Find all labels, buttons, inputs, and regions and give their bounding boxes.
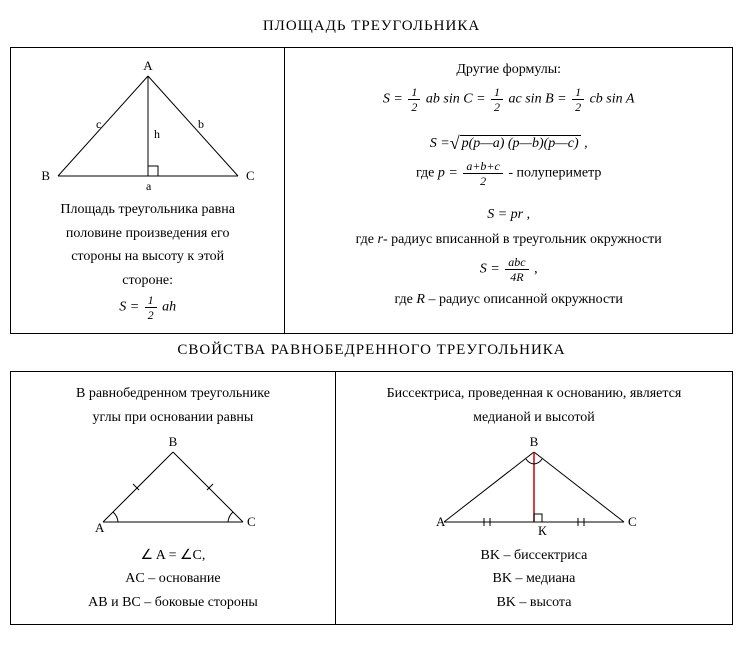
ac-base: AC – основание (21, 569, 325, 589)
svg-text:B: B (169, 434, 178, 449)
formula-sine: S = 12 ab sin C = 12 ac sin B = 12 cb si… (295, 86, 722, 113)
formula-s-ah: S = 12 ah (21, 294, 274, 321)
section1-table: A B C c b h a Площадь треугольника равна… (10, 47, 733, 334)
svg-text:A: A (436, 514, 446, 529)
svg-text:h: h (154, 127, 160, 141)
area-desc-4: стороне: (21, 271, 274, 291)
isosceles-diagram: B A C (73, 432, 273, 542)
area-desc-1: Площадь треугольника равна (21, 200, 274, 220)
formula-circumscribed: S = abc4R , (295, 256, 722, 283)
svg-text:A: A (95, 520, 105, 535)
svg-text:c: c (96, 117, 101, 131)
svg-text:a: a (146, 179, 152, 193)
svg-text:C: C (247, 514, 256, 529)
section2-right-cell: Биссектриса, проведенная к основанию, яв… (335, 372, 732, 625)
bk-bisector: BK – биссектриса (346, 546, 722, 566)
svg-text:C: C (246, 168, 255, 183)
svg-text:A: A (143, 58, 153, 73)
svg-text:B: B (41, 168, 50, 183)
bisector-desc-2: медианой и высотой (346, 408, 722, 428)
bk-height: BK – высота (346, 593, 722, 613)
other-formulas-title: Другие формулы: (295, 60, 722, 80)
area-desc-2: половине произведения его (21, 224, 274, 244)
section2-table: В равнобедренном треугольнике углы при о… (10, 371, 733, 625)
formula-semiperimeter: где p = a+b+c2 - полупериметр (295, 160, 722, 187)
section1-right-cell: Другие формулы: S = 12 ab sin C = 12 ac … (285, 48, 733, 334)
formula-inscribed: S = pr , (295, 207, 722, 223)
bisector-diagram: B A C К (414, 432, 654, 542)
section2-left-cell: В равнобедренном треугольнике углы при о… (11, 372, 336, 625)
bisector-desc-1: Биссектриса, проведенная к основанию, яв… (346, 384, 722, 404)
svg-text:b: b (198, 117, 204, 131)
iso-desc-1: В равнобедренном треугольнике (21, 384, 325, 404)
ab-bc-sides: AB и BC – боковые стороны (21, 593, 325, 613)
svg-text:B: B (530, 434, 539, 449)
bk-median: BK – медиана (346, 569, 722, 589)
svg-text:C: C (628, 514, 637, 529)
circumscribed-desc: где R – радиус описанной окружности (295, 289, 722, 310)
svg-text:К: К (538, 523, 547, 538)
section1-left-cell: A B C c b h a Площадь треугольника равна… (11, 48, 285, 334)
iso-desc-2: углы при основании равны (21, 408, 325, 428)
formula-heron: S =√p(p—a) (p—b)(p—c) , (295, 133, 722, 154)
inscribed-desc: где r- радиус вписанной в треугольник ок… (295, 229, 722, 250)
angle-equality: ∠ A = ∠C, (21, 546, 325, 566)
section1-title: ПЛОЩАДЬ ТРЕУГОЛЬНИКА (10, 18, 733, 35)
area-desc-3: стороны на высоту к этой (21, 247, 274, 267)
triangle-abc-diagram: A B C c b h a (38, 56, 258, 196)
section2-title: СВОЙСТВА РАВНОБЕДРЕННОГО ТРЕУГОЛЬНИКА (10, 342, 733, 359)
